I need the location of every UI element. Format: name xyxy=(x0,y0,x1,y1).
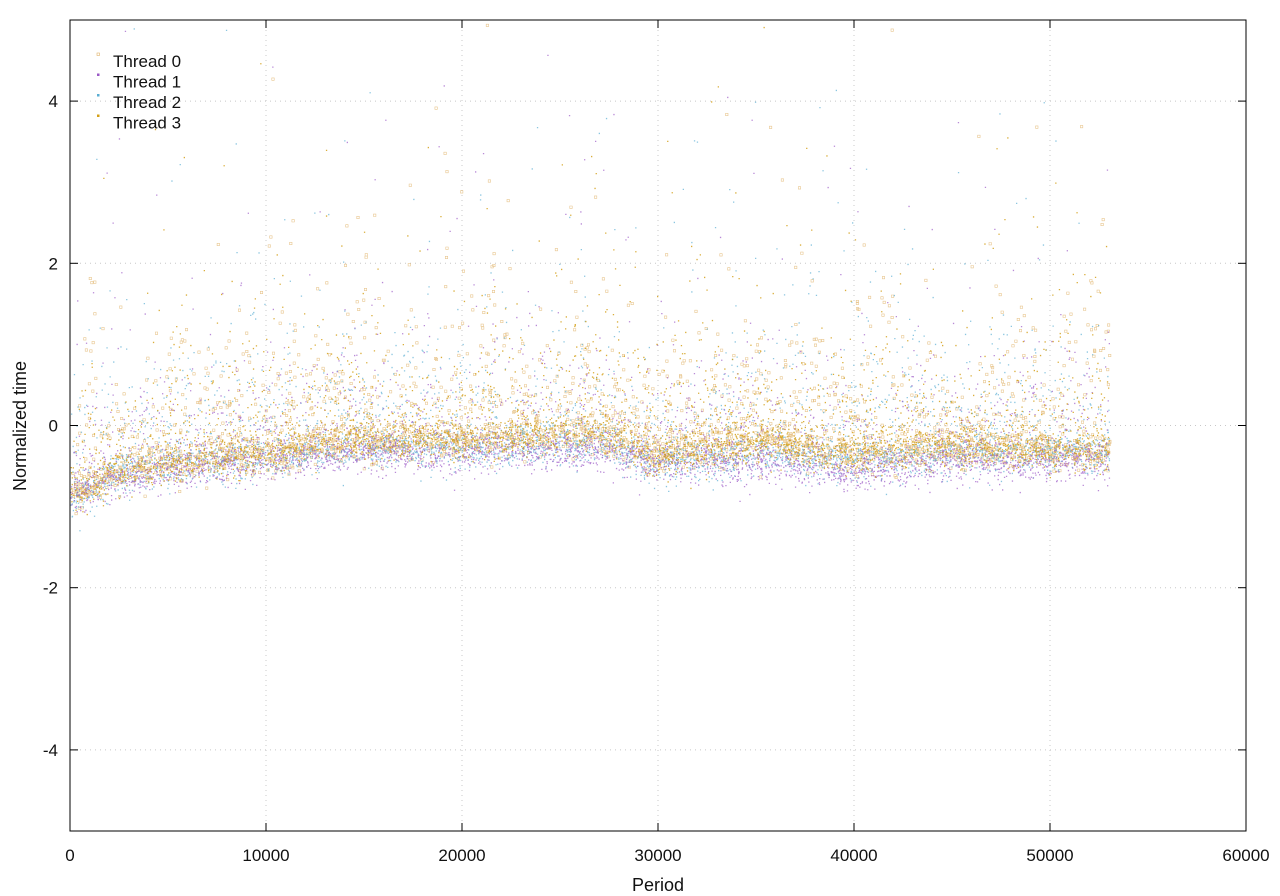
x-tick-label: 50000 xyxy=(1026,846,1073,865)
x-tick-label: 10000 xyxy=(242,846,289,865)
legend-marker xyxy=(96,52,100,56)
points-layer xyxy=(69,23,1112,532)
legend-marker xyxy=(97,114,100,117)
legend-label: Thread 3 xyxy=(113,114,181,133)
y-tick-label: -2 xyxy=(43,579,58,598)
x-tick-label: 60000 xyxy=(1222,846,1269,865)
legend-label: Thread 2 xyxy=(113,93,181,112)
x-tick-label: 30000 xyxy=(634,846,681,865)
x-tick-label: 40000 xyxy=(830,846,877,865)
y-tick-label: 0 xyxy=(49,417,58,436)
x-tick-label: 20000 xyxy=(438,846,485,865)
y-tick-label: 2 xyxy=(49,254,58,273)
series-thread-0-points xyxy=(69,23,1112,516)
legend-label: Thread 1 xyxy=(113,73,181,92)
series-thread-1-points xyxy=(70,30,1111,513)
x-axis-label: Period xyxy=(632,875,684,895)
y-tick-label: 4 xyxy=(49,92,58,111)
x-tick-label: 0 xyxy=(65,846,74,865)
tick-layer: 0 10000 20000 30000 40000 50000 60000 -4 -2 0 2 4 xyxy=(43,20,1270,865)
y-tick-label: -4 xyxy=(43,741,58,760)
legend-marker xyxy=(97,73,100,76)
y-axis-label: Normalized time xyxy=(10,361,30,491)
legend-marker xyxy=(97,94,100,97)
grid-layer xyxy=(70,20,1246,831)
legend-label: Thread 0 xyxy=(113,52,181,71)
